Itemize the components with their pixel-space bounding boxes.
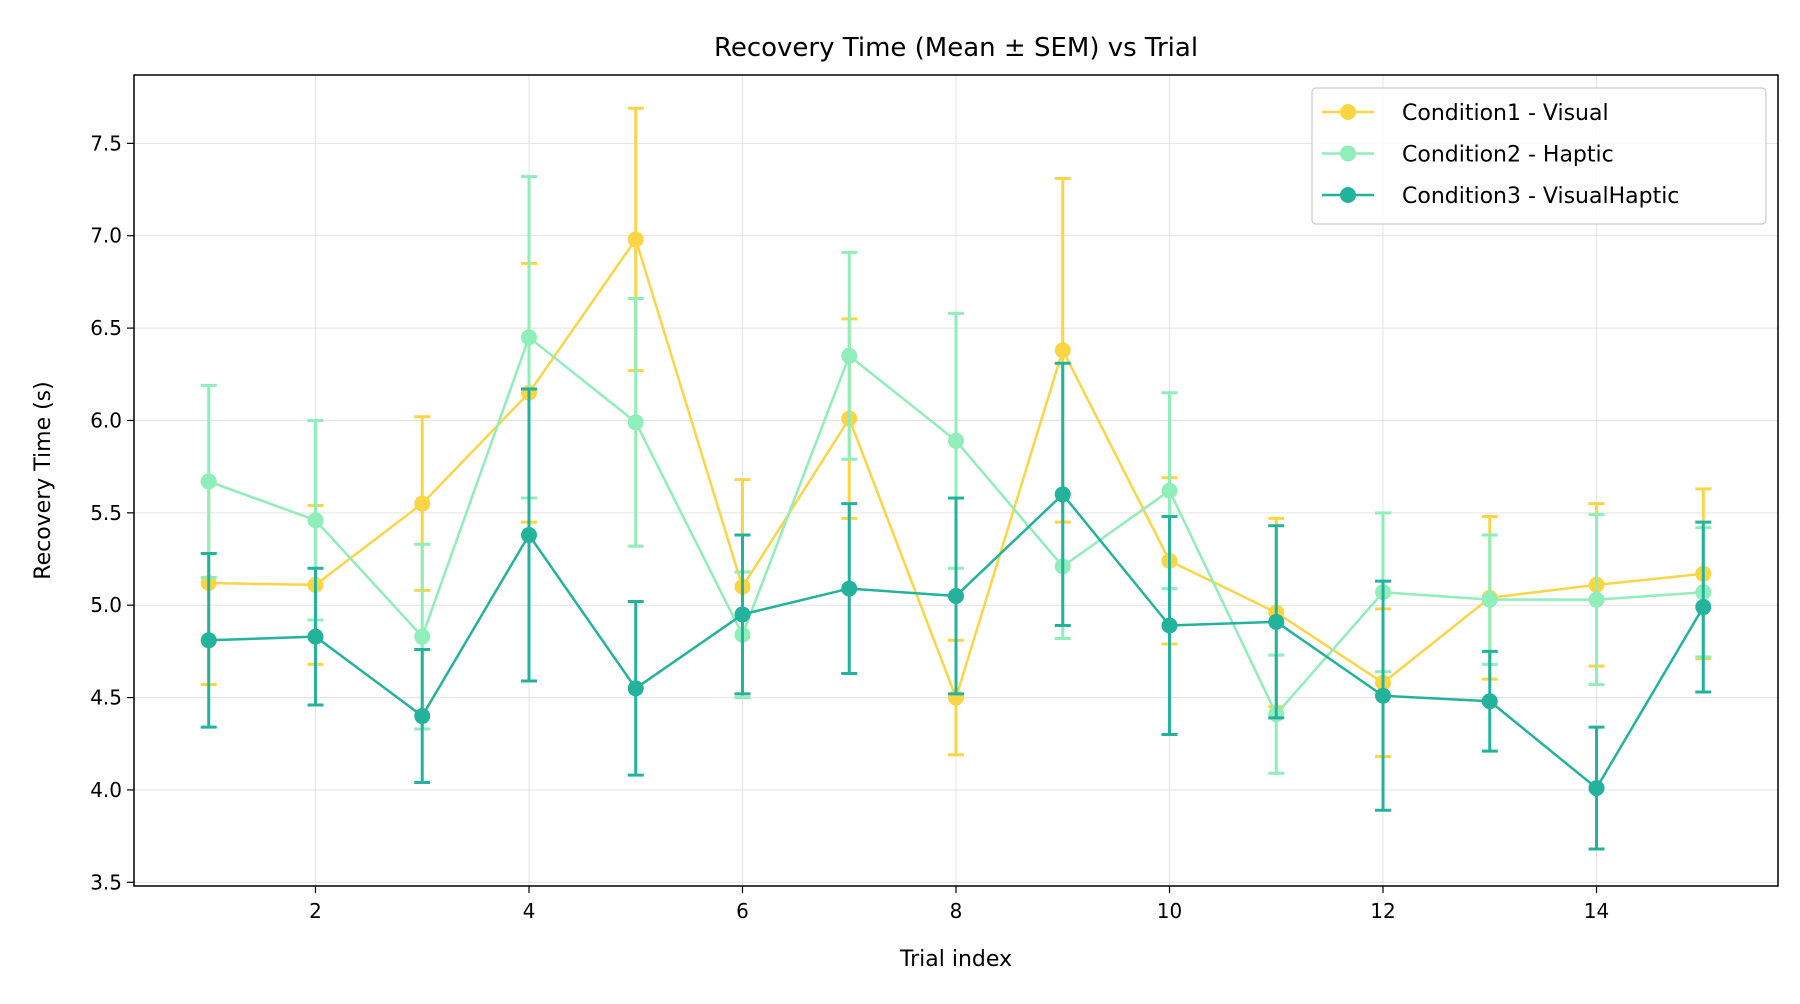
data-point	[1481, 591, 1498, 608]
series-3	[200, 361, 1712, 851]
data-point	[520, 526, 537, 543]
legend-label: Condition1 - Visual	[1402, 101, 1609, 126]
x-tick-label: 6	[736, 899, 749, 923]
data-point	[841, 347, 858, 364]
legend-entry: Condition1 - Visual	[1322, 101, 1609, 126]
x-tick-label: 10	[1157, 899, 1182, 923]
x-tick-label: 8	[950, 899, 963, 923]
y-tick-label: 7.5	[90, 131, 122, 155]
legend: Condition1 - Visual Condition2 - Haptic Co…	[1311, 87, 1767, 225]
data-point	[307, 512, 324, 529]
data-point	[1588, 780, 1605, 797]
chart-title: Recovery Time (Mean ± SEM) vs Trial	[714, 33, 1198, 63]
x-tick-label: 4	[523, 899, 536, 923]
data-point	[627, 680, 644, 697]
x-tick-label: 2	[309, 899, 322, 923]
y-tick-label: 6.0	[90, 408, 122, 432]
data-point	[520, 329, 537, 346]
data-point	[1695, 599, 1712, 616]
series-layer	[200, 106, 1712, 851]
ticks-layer: 2 4 6 8 10 12 14 3.5 4.0 4.5 5.0 5.5 6.0 6.5 7.0 7.5	[90, 131, 1609, 923]
y-tick-label: 7.0	[90, 224, 122, 248]
data-point	[1588, 591, 1605, 608]
data-point	[948, 587, 964, 604]
x-tick-label: 12	[1370, 899, 1395, 923]
legend-marker	[1340, 104, 1356, 120]
data-point	[414, 628, 431, 645]
y-tick-label: 4.5	[90, 686, 122, 710]
data-point	[1481, 693, 1498, 710]
legend-label: Condition3 - VisualHaptic	[1402, 184, 1679, 209]
series-2	[200, 175, 1712, 775]
data-point	[307, 628, 324, 645]
y-tick-label: 3.5	[90, 870, 122, 894]
data-point	[627, 231, 644, 248]
data-point	[948, 432, 964, 449]
data-point	[414, 495, 431, 512]
y-tick-label: 6.5	[90, 316, 122, 340]
data-point	[1054, 342, 1071, 359]
data-point	[1161, 617, 1178, 634]
data-point	[1375, 687, 1392, 704]
data-point	[200, 632, 217, 649]
legend-entry: Condition3 - VisualHaptic	[1322, 184, 1679, 209]
y-tick-label: 5.5	[90, 501, 122, 525]
data-point	[627, 414, 644, 431]
data-point	[841, 580, 858, 597]
legend-box	[1311, 87, 1767, 225]
x-tick-label: 14	[1584, 899, 1609, 923]
x-axis-label: Trial index	[899, 947, 1012, 972]
legend-entry: Condition2 - Haptic	[1322, 143, 1614, 168]
legend-label: Condition2 - Haptic	[1402, 143, 1614, 168]
data-point	[1161, 482, 1178, 499]
y-tick-label: 4.0	[90, 778, 122, 802]
data-point	[200, 473, 217, 490]
data-point	[414, 708, 431, 725]
y-tick-label: 5.0	[90, 593, 122, 617]
y-axis-label: Recovery Time (s)	[31, 381, 56, 579]
legend-marker	[1340, 145, 1356, 162]
data-point	[1054, 486, 1071, 503]
legend-marker	[1340, 187, 1356, 203]
data-point	[1268, 613, 1285, 630]
data-point	[734, 606, 751, 623]
